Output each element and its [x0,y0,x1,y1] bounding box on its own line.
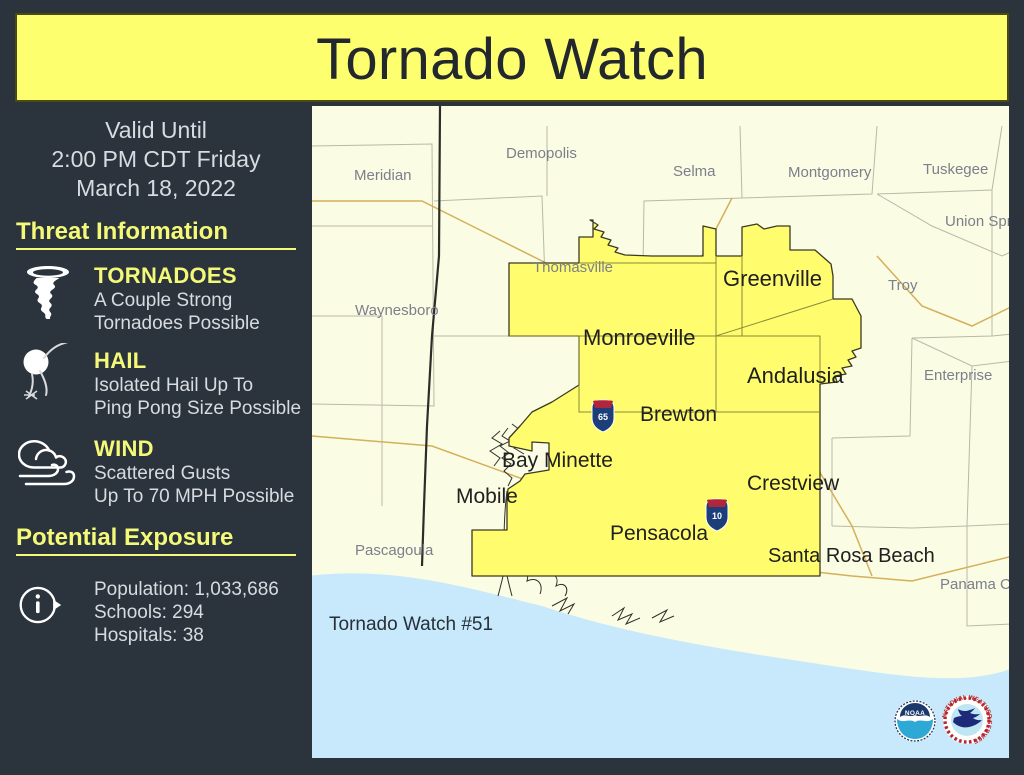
svg-text:Pensacola: Pensacola [610,522,708,545]
svg-text:Brewton: Brewton [640,403,717,426]
svg-text:Monroeville: Monroeville [583,325,696,350]
svg-text:Montgomery: Montgomery [788,164,872,181]
svg-text:Selma: Selma [673,163,716,180]
svg-text:10: 10 [712,511,722,521]
svg-text:Bay Minette: Bay Minette [502,449,613,472]
svg-text:Santa Rosa Beach: Santa Rosa Beach [768,545,935,567]
svg-text:Meridian: Meridian [354,167,412,184]
svg-text:Troy: Troy [888,277,918,294]
svg-text:Mobile: Mobile [456,485,518,508]
svg-text:Union Springs: Union Springs [945,213,1009,230]
svg-text:Panama City: Panama City [940,576,1009,593]
svg-text:Thomasville: Thomasville [533,259,613,276]
svg-text:65: 65 [598,412,608,422]
svg-text:Waynesboro: Waynesboro [355,302,439,319]
svg-text:Demopolis: Demopolis [506,145,577,162]
svg-text:Crestview: Crestview [747,472,840,495]
svg-text:Tuskegee: Tuskegee [923,161,988,178]
svg-text:Greenville: Greenville [723,266,822,291]
svg-text:Andalusia: Andalusia [747,363,844,388]
svg-text:NOAA: NOAA [905,710,925,717]
svg-text:Pascagoula: Pascagoula [355,542,434,559]
svg-text:Enterprise: Enterprise [924,367,992,384]
